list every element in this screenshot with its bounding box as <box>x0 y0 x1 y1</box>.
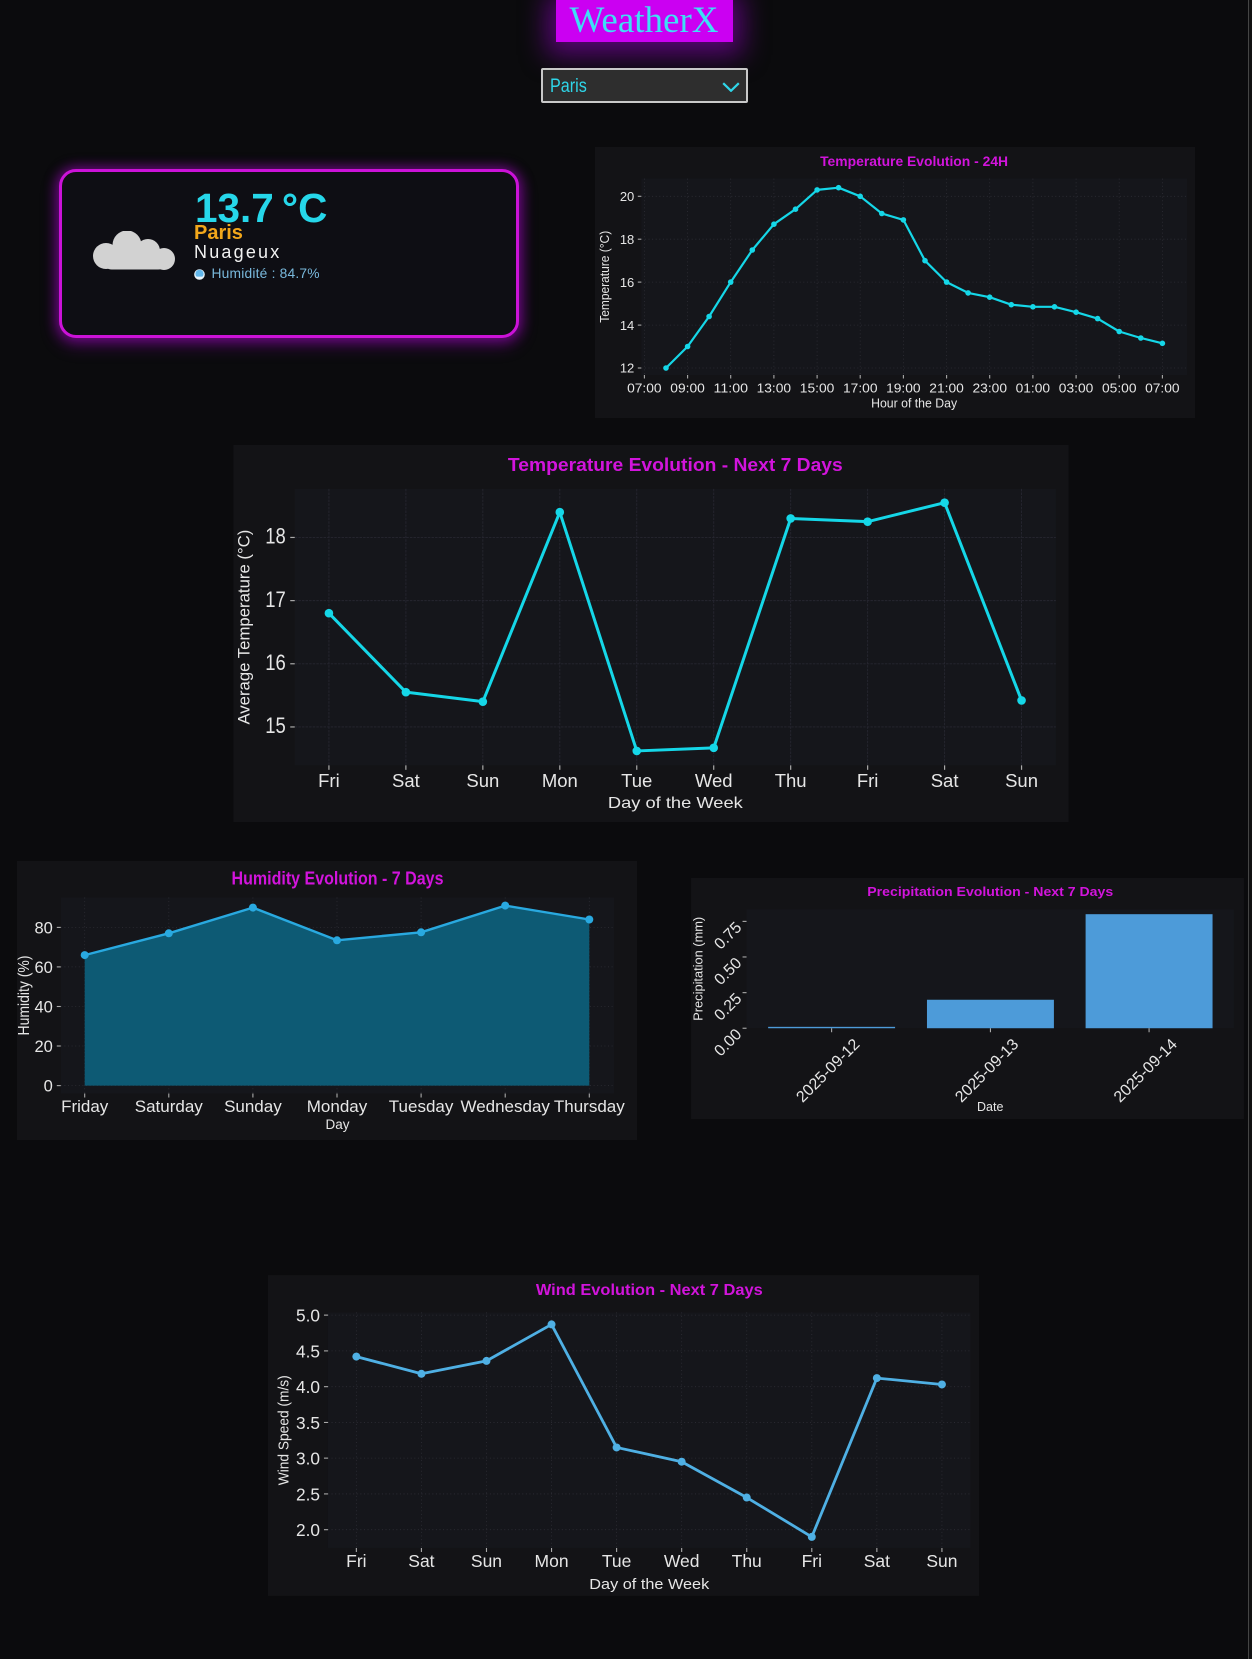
svg-text:18: 18 <box>620 232 634 247</box>
svg-text:Temperature (°C): Temperature (°C) <box>597 231 612 323</box>
svg-text:Sun: Sun <box>471 1551 502 1571</box>
svg-text:Day of the Week: Day of the Week <box>607 795 743 812</box>
svg-text:Precipitation Evolution - Next: Precipitation Evolution - Next 7 Days <box>867 884 1113 899</box>
svg-text:Tue: Tue <box>602 1551 631 1571</box>
svg-text:17: 17 <box>265 587 285 612</box>
svg-text:Wednesday: Wednesday <box>460 1097 550 1116</box>
svg-text:Fri: Fri <box>856 770 878 791</box>
svg-text:Humidity Evolution - 7 Days: Humidity Evolution - 7 Days <box>231 869 443 889</box>
svg-text:40: 40 <box>34 999 52 1017</box>
svg-text:Sun: Sun <box>466 770 499 791</box>
svg-text:16: 16 <box>265 650 285 675</box>
svg-text:Thu: Thu <box>732 1551 762 1571</box>
svg-text:09:00: 09:00 <box>670 380 705 395</box>
svg-text:20: 20 <box>620 189 634 204</box>
svg-text:Saturday: Saturday <box>134 1097 203 1116</box>
svg-text:05:00: 05:00 <box>1102 380 1137 395</box>
svg-text:19:00: 19:00 <box>886 380 921 395</box>
svg-text:Friday: Friday <box>61 1097 109 1116</box>
svg-text:80: 80 <box>34 919 52 937</box>
svg-text:60: 60 <box>34 959 52 977</box>
svg-text:Average Temperature (°C): Average Temperature (°C) <box>234 529 253 724</box>
svg-text:15: 15 <box>265 713 285 738</box>
svg-text:Precipitation (mm): Precipitation (mm) <box>692 917 706 1021</box>
svg-text:4.5: 4.5 <box>296 1341 320 1361</box>
svg-text:01:00: 01:00 <box>1016 380 1051 395</box>
svg-text:23:00: 23:00 <box>973 380 1008 395</box>
svg-text:Day: Day <box>325 1117 349 1132</box>
svg-text:0: 0 <box>43 1078 52 1096</box>
svg-text:Tuesday: Tuesday <box>388 1097 453 1116</box>
svg-text:Temperature Evolution - 24H: Temperature Evolution - 24H <box>820 154 1008 169</box>
svg-text:14: 14 <box>620 318 634 333</box>
svg-text:Sat: Sat <box>864 1551 890 1571</box>
svg-text:Wed: Wed <box>664 1551 700 1571</box>
svg-text:Sun: Sun <box>926 1551 957 1571</box>
svg-text:Monday: Monday <box>306 1097 367 1116</box>
svg-text:07:00: 07:00 <box>627 380 662 395</box>
svg-text:Fri: Fri <box>318 770 340 791</box>
svg-text:18: 18 <box>265 524 285 549</box>
svg-text:Sun: Sun <box>1005 770 1038 791</box>
svg-text:Mon: Mon <box>535 1551 569 1571</box>
svg-text:11:00: 11:00 <box>714 380 749 395</box>
svg-text:Tue: Tue <box>621 770 652 791</box>
svg-text:12: 12 <box>620 361 634 376</box>
svg-text:Sat: Sat <box>408 1551 434 1571</box>
svg-text:07:00: 07:00 <box>1145 380 1180 395</box>
svg-text:Sunday: Sunday <box>224 1097 282 1116</box>
svg-text:17:00: 17:00 <box>843 380 878 395</box>
svg-text:Thursday: Thursday <box>553 1097 624 1116</box>
svg-text:Sat: Sat <box>392 770 420 791</box>
svg-text:3.0: 3.0 <box>296 1449 320 1469</box>
svg-text:Wind Speed (m/s): Wind Speed (m/s) <box>275 1375 292 1485</box>
svg-text:5.0: 5.0 <box>296 1306 320 1326</box>
svg-text:Thu: Thu <box>774 770 806 791</box>
svg-text:Humidity (%): Humidity (%) <box>17 956 33 1036</box>
svg-text:13:00: 13:00 <box>757 380 792 395</box>
svg-text:Sat: Sat <box>930 770 958 791</box>
svg-text:16: 16 <box>620 275 634 290</box>
svg-text:15:00: 15:00 <box>800 380 835 395</box>
svg-text:Mon: Mon <box>541 770 577 791</box>
svg-text:3.5: 3.5 <box>296 1413 320 1433</box>
svg-text:Day of the Week: Day of the Week <box>589 1576 709 1593</box>
svg-text:Date: Date <box>977 1100 1003 1114</box>
svg-text:Hour of the Day: Hour of the Day <box>871 396 957 411</box>
svg-text:03:00: 03:00 <box>1059 380 1094 395</box>
svg-text:Fri: Fri <box>346 1551 366 1571</box>
svg-text:2.0: 2.0 <box>296 1520 320 1540</box>
svg-text:4.0: 4.0 <box>296 1377 320 1397</box>
svg-text:Temperature Evolution - Next 7: Temperature Evolution - Next 7 Days <box>507 454 842 475</box>
svg-text:20: 20 <box>34 1038 52 1056</box>
svg-text:21:00: 21:00 <box>929 380 964 395</box>
svg-text:Wed: Wed <box>694 770 732 791</box>
svg-text:2.5: 2.5 <box>296 1484 320 1504</box>
svg-text:Wind Evolution - Next 7 Days: Wind Evolution - Next 7 Days <box>536 1282 763 1299</box>
svg-text:Fri: Fri <box>802 1551 822 1571</box>
